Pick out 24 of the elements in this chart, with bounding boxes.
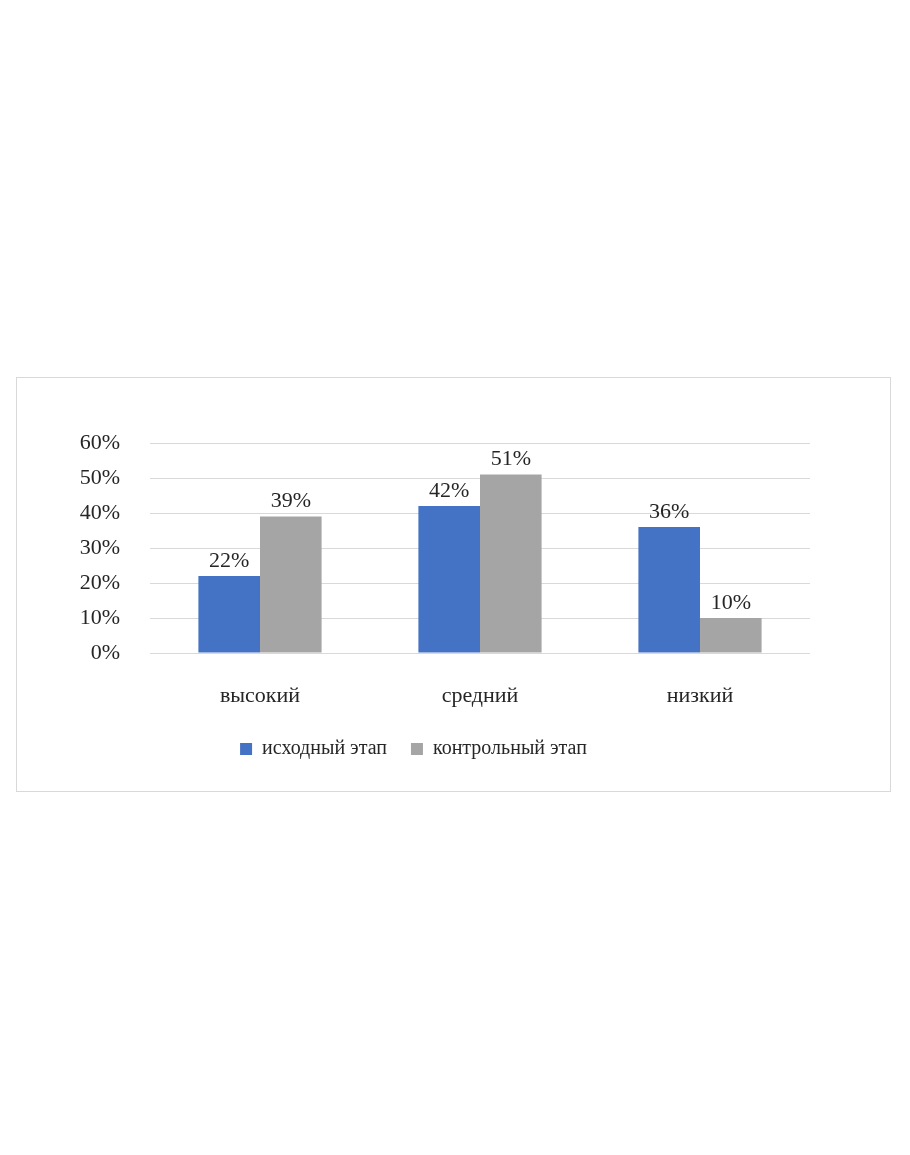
y-tick-label: 30% xyxy=(79,533,120,559)
bar xyxy=(418,506,480,653)
x-tick-label: низкий xyxy=(666,681,734,707)
y-tick-label: 50% xyxy=(79,463,120,489)
data-label: 22% xyxy=(209,546,250,572)
y-tick-label: 0% xyxy=(90,638,120,664)
data-label: 10% xyxy=(710,588,751,614)
data-label: 51% xyxy=(490,445,531,471)
data-label: 36% xyxy=(649,497,690,523)
x-tick-label: высокий xyxy=(219,681,301,707)
bar xyxy=(638,527,700,653)
bar xyxy=(480,474,542,653)
data-label: 42% xyxy=(429,476,470,502)
y-tick-label: 10% xyxy=(79,603,120,629)
legend-label: исходный этап xyxy=(262,736,388,760)
data-label: 39% xyxy=(270,487,311,513)
bar xyxy=(198,576,260,653)
bar xyxy=(700,618,762,653)
bar xyxy=(260,516,322,653)
legend-label: контрольный этап xyxy=(432,736,588,760)
x-tick-label: средний xyxy=(441,681,519,707)
y-tick-label: 60% xyxy=(79,428,120,454)
y-tick-label: 20% xyxy=(79,568,120,594)
y-tick-label: 40% xyxy=(79,498,120,524)
